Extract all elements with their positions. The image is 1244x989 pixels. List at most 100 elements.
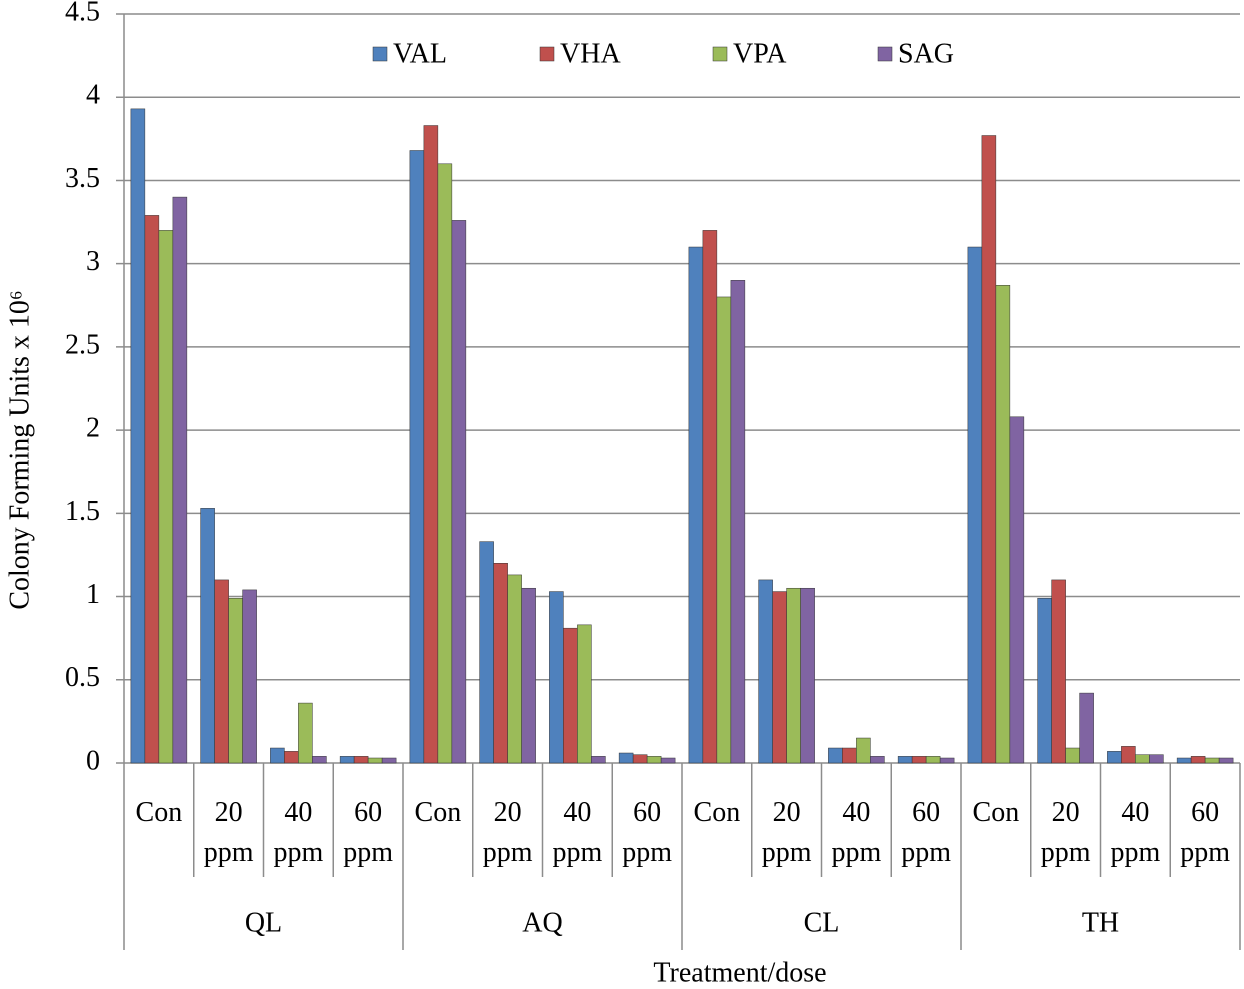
bar bbox=[1121, 746, 1136, 764]
bar bbox=[828, 747, 843, 764]
bar bbox=[772, 591, 787, 764]
bar bbox=[1065, 747, 1080, 764]
bar bbox=[200, 508, 215, 764]
x-tick-label: 20 ppm bbox=[761, 797, 812, 868]
bar bbox=[1037, 597, 1052, 764]
bar bbox=[563, 627, 578, 764]
bar bbox=[911, 756, 927, 764]
x-group-label: QL bbox=[245, 907, 282, 938]
bar bbox=[507, 574, 522, 764]
legend-label: SAG bbox=[898, 38, 954, 69]
x-tick-label: Con bbox=[414, 797, 462, 828]
bar bbox=[646, 756, 662, 764]
bar bbox=[1051, 579, 1066, 764]
bar bbox=[1190, 756, 1206, 764]
bar bbox=[730, 280, 746, 764]
bar bbox=[786, 587, 801, 764]
x-tick-label: 20 ppm bbox=[203, 797, 254, 868]
y-tick-label: 4 bbox=[86, 80, 100, 111]
bar bbox=[842, 747, 857, 764]
bar bbox=[228, 597, 243, 764]
bar bbox=[493, 563, 508, 764]
bar bbox=[925, 756, 941, 764]
bar bbox=[870, 756, 885, 764]
bar bbox=[298, 702, 313, 764]
bar bbox=[1009, 416, 1025, 764]
bar bbox=[381, 757, 397, 764]
x-group-label: AQ bbox=[522, 907, 562, 938]
y-tick-label: 4.5 bbox=[65, 0, 100, 27]
bar bbox=[312, 756, 327, 764]
bar bbox=[451, 220, 467, 764]
bar bbox=[437, 163, 453, 764]
bar bbox=[242, 589, 257, 764]
bar bbox=[130, 108, 146, 764]
bar bbox=[702, 230, 718, 764]
bar bbox=[353, 756, 369, 764]
y-axis-title: Colony Forming Units x 10⁶ bbox=[4, 290, 35, 609]
x-tick-label: 40 ppm bbox=[831, 797, 882, 868]
x-tick-label: Con bbox=[693, 797, 741, 828]
bar bbox=[981, 135, 997, 764]
bar bbox=[939, 757, 955, 764]
bar bbox=[660, 757, 676, 764]
bar bbox=[577, 624, 592, 764]
bar bbox=[632, 754, 648, 764]
bar bbox=[409, 150, 425, 764]
bar bbox=[1149, 754, 1164, 764]
bar bbox=[618, 752, 634, 764]
x-tick-label: Con bbox=[972, 797, 1020, 828]
x-group-label: CL bbox=[804, 907, 840, 938]
x-tick-label: 20 ppm bbox=[1040, 797, 1091, 868]
bar bbox=[284, 751, 299, 764]
x-tick-label: 60 ppm bbox=[901, 797, 952, 868]
y-tick-label: 1 bbox=[86, 579, 100, 610]
bar bbox=[270, 747, 285, 764]
x-tick-label: 40 ppm bbox=[552, 797, 603, 868]
bar bbox=[800, 587, 815, 764]
x-tick-label: Con bbox=[135, 797, 183, 828]
y-tick-label: 0.5 bbox=[65, 662, 100, 693]
x-tick-label: 40 ppm bbox=[273, 797, 324, 868]
legend-label: VAL bbox=[393, 38, 447, 69]
bar bbox=[1135, 754, 1150, 764]
bar bbox=[1079, 692, 1094, 764]
y-tick-label: 3 bbox=[86, 246, 100, 277]
bar bbox=[423, 125, 439, 764]
x-tick-label: 60 ppm bbox=[1180, 797, 1231, 868]
bar bbox=[897, 756, 913, 764]
y-tick-label: 2 bbox=[86, 413, 100, 444]
bar bbox=[549, 591, 564, 764]
bar bbox=[716, 296, 732, 764]
bar bbox=[214, 579, 229, 764]
y-tick-label: 2.5 bbox=[65, 329, 100, 360]
bar bbox=[1176, 757, 1192, 764]
legend-marker bbox=[372, 46, 388, 62]
x-tick-label: 40 ppm bbox=[1110, 797, 1161, 868]
bar bbox=[967, 246, 983, 764]
bar bbox=[758, 579, 773, 764]
legend-label: VPA bbox=[733, 38, 787, 69]
bar bbox=[1218, 757, 1234, 764]
legend-label: VHA bbox=[560, 38, 621, 69]
bar bbox=[591, 756, 606, 764]
bar bbox=[479, 541, 494, 764]
legend-marker bbox=[712, 46, 728, 62]
bar bbox=[688, 246, 704, 764]
bar bbox=[144, 215, 160, 764]
y-tick-label: 1.5 bbox=[65, 496, 100, 527]
y-tick-label: 0 bbox=[86, 745, 100, 776]
x-group-label: TH bbox=[1082, 907, 1119, 938]
y-tick-label: 3.5 bbox=[65, 163, 100, 194]
bar bbox=[172, 196, 188, 764]
bar bbox=[1204, 757, 1220, 764]
legend-marker bbox=[539, 46, 555, 62]
x-tick-label: 60 ppm bbox=[343, 797, 394, 868]
bar bbox=[367, 757, 383, 764]
bar bbox=[995, 285, 1011, 764]
legend-marker bbox=[877, 46, 893, 62]
bar bbox=[339, 756, 355, 764]
x-axis-title: Treatment/dose bbox=[653, 957, 826, 988]
